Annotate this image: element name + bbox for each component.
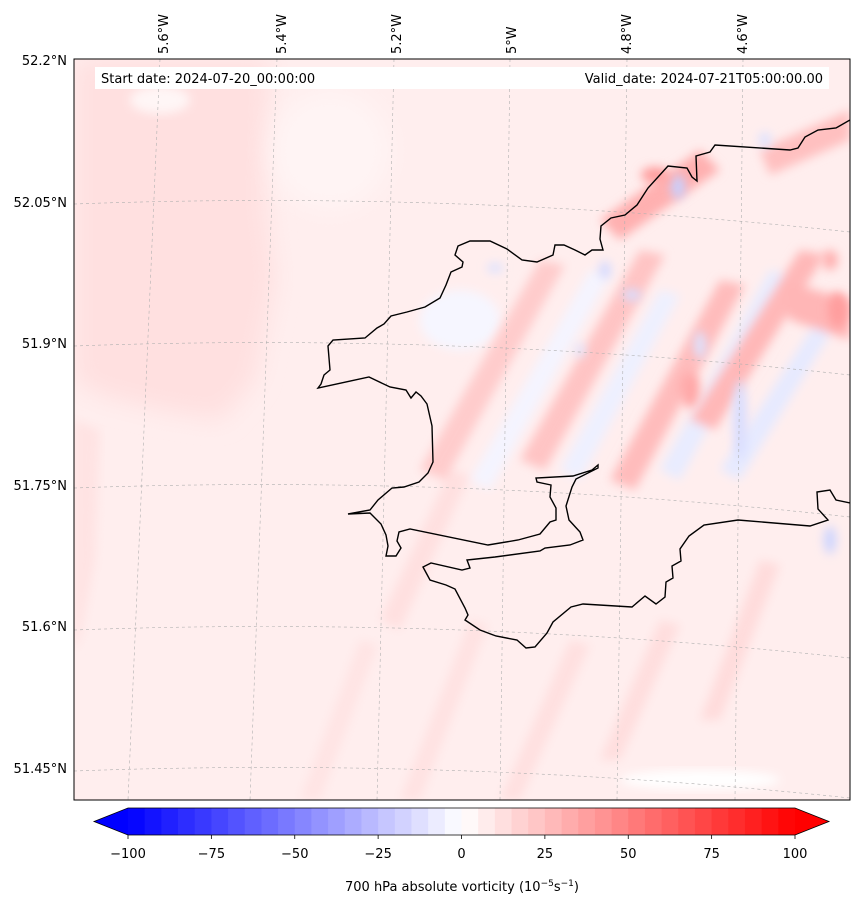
vorticity-field [74, 59, 850, 800]
colorbar-segment [594, 808, 612, 835]
colorbar-segment [261, 808, 279, 835]
colorbar-segment [144, 808, 162, 835]
colorbar-tick-label: 25 [537, 847, 554, 862]
colorbar-title: 700 hPa absolute vorticity (10−5s−1) [345, 879, 579, 895]
valid-date-label: Valid_date: 2024-07-21T05:00:00.00 [585, 72, 823, 87]
colorbar-segment [444, 808, 462, 835]
colorbar-segment [578, 808, 596, 835]
colorbar-segment [411, 808, 429, 835]
colorbar-segment [194, 808, 212, 835]
colorbar-segment [228, 808, 246, 835]
colorbar-segment [461, 808, 479, 835]
colorbar-segment [344, 808, 362, 835]
start-date-label: Start date: 2024-07-20_00:00:00 [101, 72, 315, 87]
lon-tick-label: 5.6°W [157, 14, 172, 54]
colorbar-segment [544, 808, 562, 835]
lat-tick-label: 52.05°N [14, 196, 67, 211]
colorbar-segment [711, 808, 729, 835]
longitude-ticks: 5.6°W 5.4°W 5.2°W 5°W 4.8°W 4.6°W [157, 14, 751, 54]
colorbar-segment [428, 808, 446, 835]
lon-tick-label: 4.6°W [736, 14, 751, 54]
colorbar-segment [244, 808, 262, 835]
colorbar-min-extend-arrow [94, 808, 128, 835]
colorbar-segment [694, 808, 713, 835]
lat-tick-label: 51.6°N [22, 620, 67, 635]
field-positive-spots [641, 167, 848, 408]
colorbar-segment [294, 808, 312, 835]
colorbar-tick-label: 75 [703, 847, 720, 862]
coastline-pembrokeshire [316, 119, 850, 649]
colorbar-segment [478, 808, 496, 835]
colorbar-segment [278, 808, 296, 835]
lat-tick-label: 51.45°N [14, 762, 67, 777]
lat-tick-label: 51.9°N [22, 337, 67, 352]
colorbar-segment [311, 808, 329, 835]
colorbar-segment [744, 808, 763, 835]
colorbar-segment [761, 808, 779, 835]
colorbar-segment [678, 808, 696, 835]
lon-tick-label: 5.4°W [275, 14, 290, 54]
colorbar-segment [494, 808, 512, 835]
latitude-ticks: 52.2°N 52.05°N 51.9°N 51.75°N 51.6°N 51.… [14, 54, 67, 777]
colorbar-max-extend-arrow [795, 808, 829, 835]
colorbar-segment [628, 808, 646, 835]
colorbar-tick-label: −100 [110, 847, 146, 862]
colorbar-segment [728, 808, 746, 835]
gridlines [74, 59, 850, 800]
colorbar-segment [644, 808, 662, 835]
colorbar-segment [778, 808, 796, 835]
info-box [95, 67, 829, 89]
field-negative-blobs [487, 132, 836, 554]
colorbar-segment [611, 808, 629, 835]
colorbar: −100 −75 −50 −25 0 25 50 75 100 700 hPa absolute… [92, 807, 831, 895]
colorbar-tick-label: −75 [198, 847, 225, 862]
colorbar-segment [561, 808, 579, 835]
colorbar-tick-label: 0 [457, 847, 465, 862]
colorbar-tick-label: −25 [364, 847, 391, 862]
field-stripes [300, 110, 850, 800]
colorbar-segment [328, 808, 346, 835]
colorbar-segment [511, 808, 529, 835]
colorbar-tick-label: 50 [620, 847, 637, 862]
colorbar-segment [161, 808, 179, 835]
colorbar-segment [361, 808, 379, 835]
colorbar-segment [178, 808, 196, 835]
colorbar-segment [661, 808, 679, 835]
lon-tick-label: 4.8°W [620, 14, 635, 54]
lon-tick-label: 5°W [505, 26, 520, 54]
field-patch-west [74, 59, 275, 420]
colorbar-segment [528, 808, 546, 835]
colorbar-segment [394, 808, 412, 835]
colorbar-tick-label: −50 [281, 847, 308, 862]
colorbar-ticks: −100 −75 −50 −25 0 25 50 75 100 [110, 835, 807, 862]
colorbar-tick-label: 100 [783, 847, 808, 862]
colorbar-segment [211, 808, 229, 835]
lat-tick-label: 52.2°N [22, 54, 67, 69]
colorbar-segment [128, 808, 146, 835]
map-frame [73, 58, 851, 801]
lon-tick-label: 5.2°W [390, 14, 405, 54]
colorbar-segments [128, 808, 796, 835]
colorbar-segment [378, 808, 396, 835]
lat-tick-label: 51.75°N [14, 479, 67, 494]
